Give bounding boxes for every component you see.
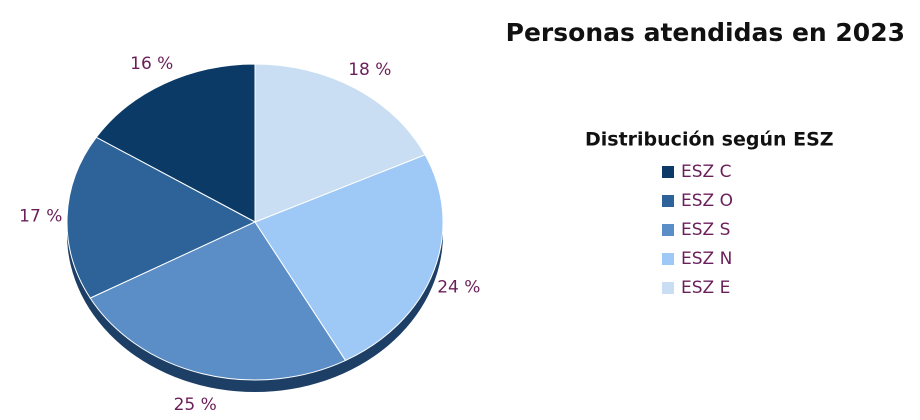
legend-label: ESZ O [681,191,733,211]
pie-slice [95,63,256,223]
data-label: 24 % [437,278,480,298]
legend-swatch [662,195,674,207]
data-label: 17 % [19,206,62,226]
legend-swatch [662,224,674,236]
legend-title: Distribución según ESZ [585,129,834,151]
data-label: 25 % [174,395,217,415]
legend-label: ESZ E [681,278,730,298]
legend-label: ESZ S [681,220,730,240]
data-label: 18 % [348,60,391,80]
pie-slice [89,221,347,381]
legend-label: ESZ C [681,162,731,182]
data-label: 16 % [130,54,173,74]
legend-label: ESZ N [681,249,732,269]
pie-slice [254,63,426,223]
legend-swatch [662,166,674,178]
legend-swatch [662,253,674,265]
legend-swatch [662,282,674,294]
chart-title: Personas atendidas en 2023 [506,18,905,47]
pie-slice [254,154,444,362]
pie-slice [66,136,257,299]
